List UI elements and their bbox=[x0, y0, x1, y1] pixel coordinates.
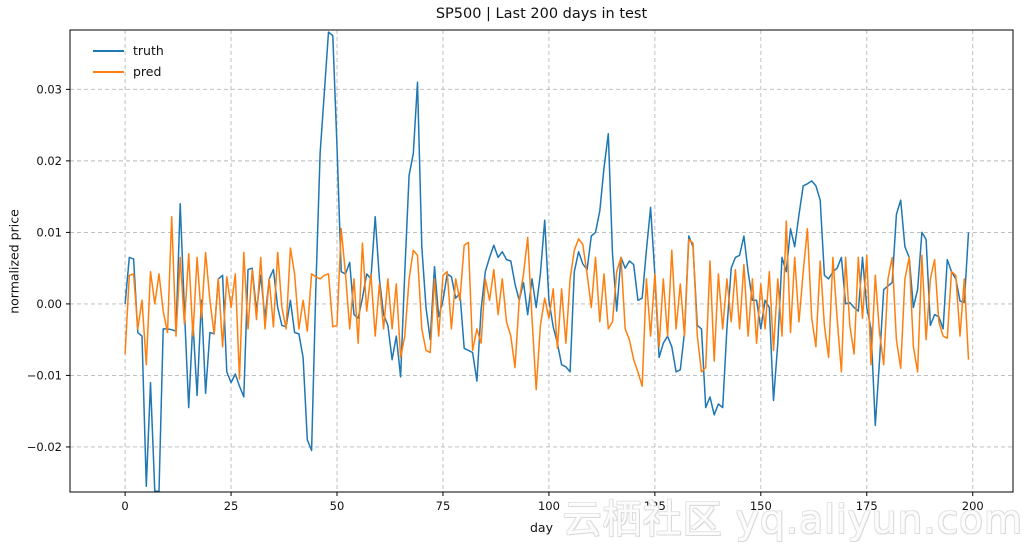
x-tick-label: 75 bbox=[436, 499, 451, 513]
axes-spines bbox=[69, 29, 1014, 493]
y-tick-label: 0.02 bbox=[36, 154, 62, 168]
watermark: 云栖社区 yq.aliyun.com bbox=[562, 498, 1023, 543]
legend-label-truth: truth bbox=[133, 43, 164, 58]
x-tick-label: 50 bbox=[330, 499, 345, 513]
x-tick-label: 125 bbox=[644, 499, 666, 513]
legend: truth pred bbox=[93, 40, 164, 82]
y-tick-label: 0.01 bbox=[36, 225, 62, 239]
y-axis-label: normalized price bbox=[6, 209, 22, 314]
x-tick-label: 25 bbox=[224, 499, 239, 513]
x-axis-label: day bbox=[530, 520, 553, 535]
legend-label-pred: pred bbox=[133, 64, 162, 79]
x-tick-label: 0 bbox=[121, 499, 128, 513]
legend-item-truth: truth bbox=[93, 40, 164, 61]
x-tick-label: 175 bbox=[856, 499, 878, 513]
truth-line-swatch bbox=[93, 49, 124, 52]
legend-item-pred: pred bbox=[93, 61, 164, 82]
x-tick-label: 150 bbox=[750, 499, 772, 513]
y-tick-label: −0.01 bbox=[27, 368, 62, 382]
chart-title: SP500 | Last 200 days in test bbox=[435, 6, 648, 22]
y-tick-label: −0.02 bbox=[27, 440, 62, 454]
x-tick-label: 200 bbox=[962, 499, 984, 513]
pred-line-swatch bbox=[93, 70, 124, 73]
y-tick-label: 0.03 bbox=[36, 82, 62, 96]
y-tick-label: 0.00 bbox=[36, 297, 62, 311]
x-tick-label: 100 bbox=[538, 499, 560, 513]
pred-line bbox=[124, 215, 970, 391]
